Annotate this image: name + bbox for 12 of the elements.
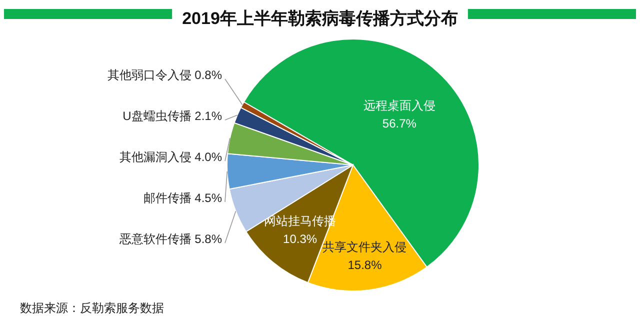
chart-title: 2019年上半年勒索病毒传播方式分布 — [182, 9, 458, 28]
slice-label: 共享文件夹入侵 — [322, 240, 407, 254]
slice-label: 邮件传播 4.5% — [143, 191, 222, 205]
slice-label: 远程桌面入侵 — [363, 98, 436, 113]
slice-label: 其他漏洞入侵 4.0% — [119, 150, 222, 164]
slice-label: U盘蠕虫传播 2.1% — [122, 109, 222, 123]
data-label: 56.7% — [382, 116, 417, 131]
slice-label: 恶意软件传播 5.8% — [118, 232, 222, 246]
data-label: 15.8% — [348, 258, 382, 272]
source-note: 数据来源：反勒索服务数据 — [20, 301, 164, 315]
slice-label: 其他弱口令入侵 0.8% — [107, 68, 222, 82]
data-label: 10.3% — [283, 232, 318, 246]
